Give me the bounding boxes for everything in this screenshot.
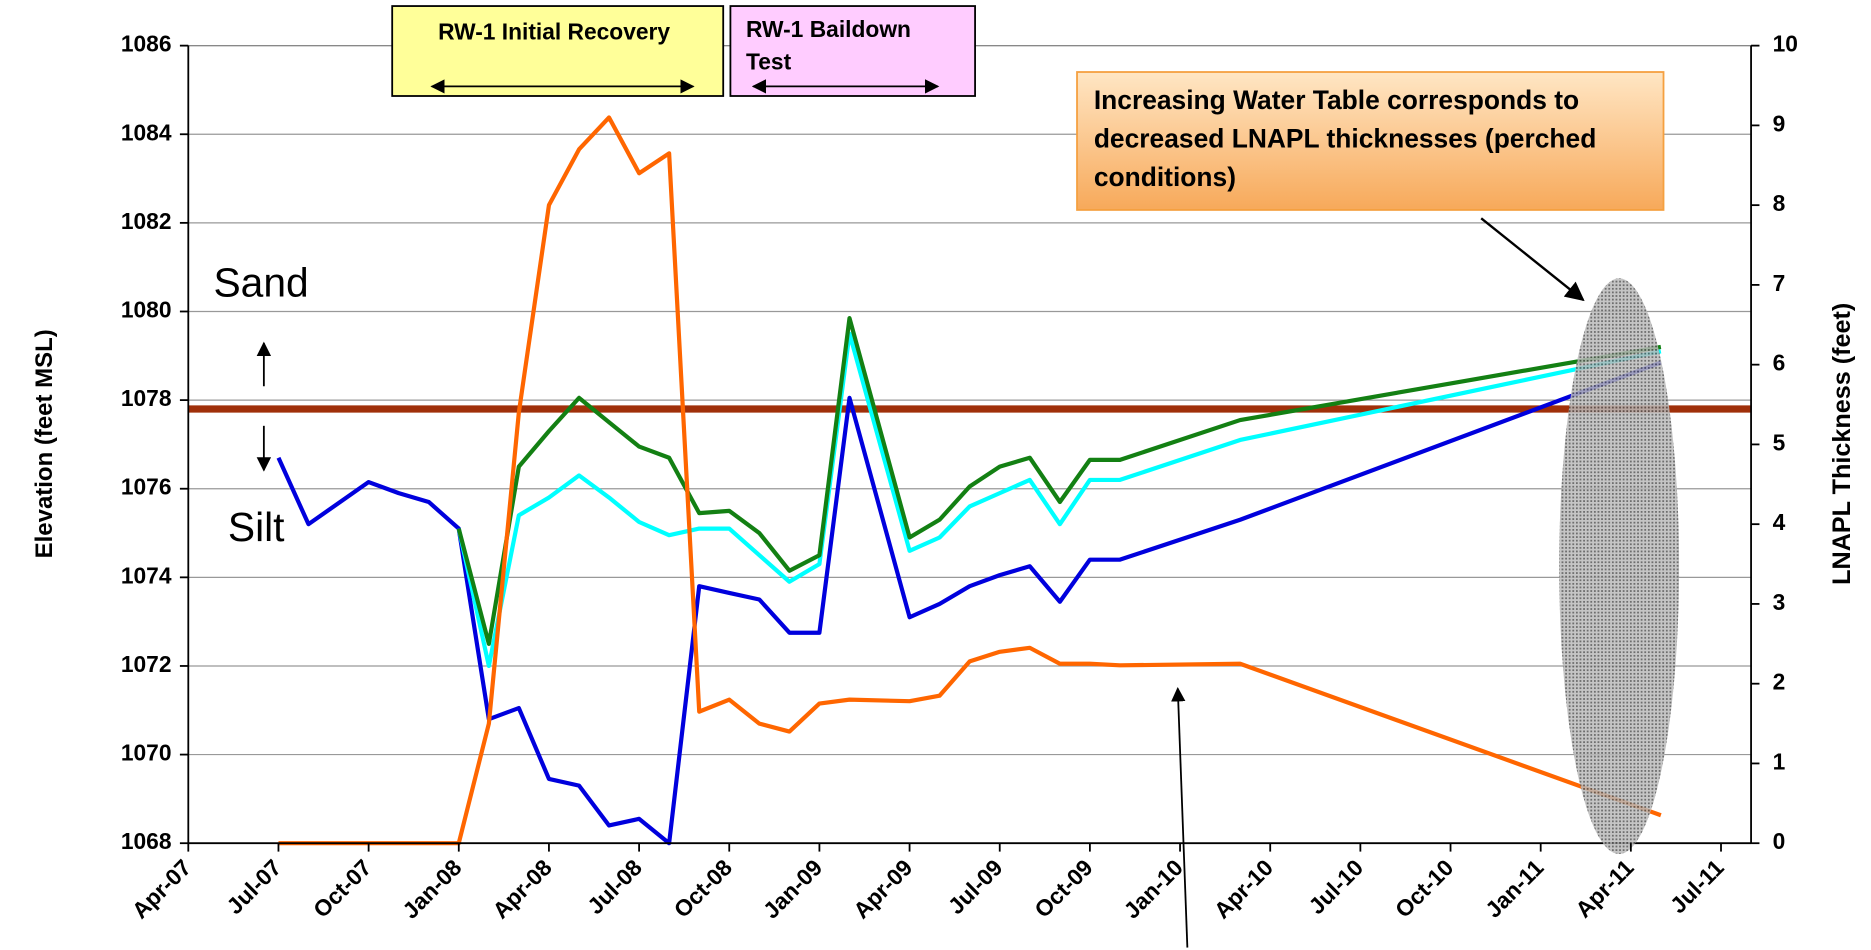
x-tick-label: Jul-11 [1665,854,1729,918]
y-tick-label: 1070 [121,740,172,766]
y-tick-label: 1080 [121,297,172,323]
x-tick-label: Oct-09 [1029,854,1097,922]
x-tick-label: Apr-07 [127,854,196,923]
x-tick-label: Jul-10 [1303,854,1368,919]
y-axis-label: Elevation (feet MSL) [31,329,58,558]
y2-axis-label: LNAPL Thickness (feet) [1828,303,1856,585]
x-tick-label: Apr-11 [1570,854,1639,923]
series-line [278,115,1662,846]
x-tick-label: Jan-10 [1118,854,1187,923]
x-tick-label: Oct-07 [308,854,376,922]
y2-tick-label: 0 [1773,828,1786,854]
x-tick-label: Apr-09 [848,854,917,923]
callout-wrap: Increasing Water Table corresponds to de… [1093,85,1597,192]
callout-box [1076,71,1665,211]
x-tick-label: Jan-08 [397,854,466,923]
y2-tick-label: 3 [1773,589,1786,615]
silt-label: Silt [228,504,285,550]
series-line [456,316,1662,646]
x-tick-label: Apr-08 [487,854,556,923]
series-line [456,331,1662,669]
recovery-label: RW-1 Initial Recovery [438,19,670,45]
x-tick-label: Jan-09 [758,854,827,923]
baildown-label: RW-1 Baildown Test [746,18,911,76]
lnapl-arrow [1171,687,1189,948]
y2-tick-label: 6 [1773,350,1786,376]
y-tick-label: 1074 [121,562,172,588]
x-tick-label: Jul-09 [943,854,1008,919]
sand-label: Sand [213,259,308,305]
series [188,115,1752,846]
x-tick-label: Jan-11 [1480,854,1549,923]
x-tick-label: Apr-10 [1209,854,1278,923]
x-tick-label: Oct-10 [1390,854,1458,922]
y-tick-label: 1086 [121,31,172,57]
x-tick-label: Jul-07 [221,854,286,919]
y-tick-label: 1076 [121,474,172,500]
highlight-ellipse [1559,278,1680,854]
y2-tick-label: 2 [1773,669,1786,695]
y-tick-label: 1072 [121,651,172,677]
y-tick-label: 1082 [121,208,172,234]
y2-tick-label: 4 [1773,509,1786,535]
series-line [276,360,1662,846]
y2-tick-label: 1 [1773,748,1786,774]
callout-text: Increasing Water Table corresponds to de… [1093,85,1597,192]
y-tick-label: 1084 [121,119,172,145]
y2-tick-label: 5 [1773,429,1786,455]
x-tick-label: Oct-08 [669,854,737,922]
y2-tick-label: 9 [1773,110,1786,136]
y-tick-label: 1068 [121,828,172,854]
baildown-wrap: RW-1 Baildown Test [746,18,911,76]
x-tick-label: Jul-08 [582,854,647,919]
callout-arrow [1480,217,1585,302]
y2-tick-label: 8 [1773,190,1786,216]
y2-tick-label: 10 [1773,31,1798,57]
y2-tick-label: 7 [1773,270,1786,296]
y-tick-label: 1078 [121,385,172,411]
